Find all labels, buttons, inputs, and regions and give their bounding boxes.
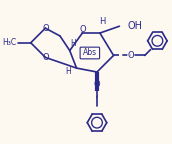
- Text: Abs: Abs: [83, 48, 97, 57]
- Text: OH: OH: [127, 21, 142, 31]
- Text: H: H: [71, 39, 77, 48]
- Text: O: O: [94, 80, 100, 89]
- Text: H: H: [65, 67, 71, 75]
- Text: H: H: [99, 17, 105, 26]
- Text: H₃C: H₃C: [2, 38, 16, 47]
- FancyBboxPatch shape: [80, 47, 100, 59]
- Text: O: O: [128, 51, 134, 60]
- Text: O: O: [42, 24, 49, 33]
- Text: O: O: [42, 53, 49, 62]
- Text: O: O: [79, 25, 86, 34]
